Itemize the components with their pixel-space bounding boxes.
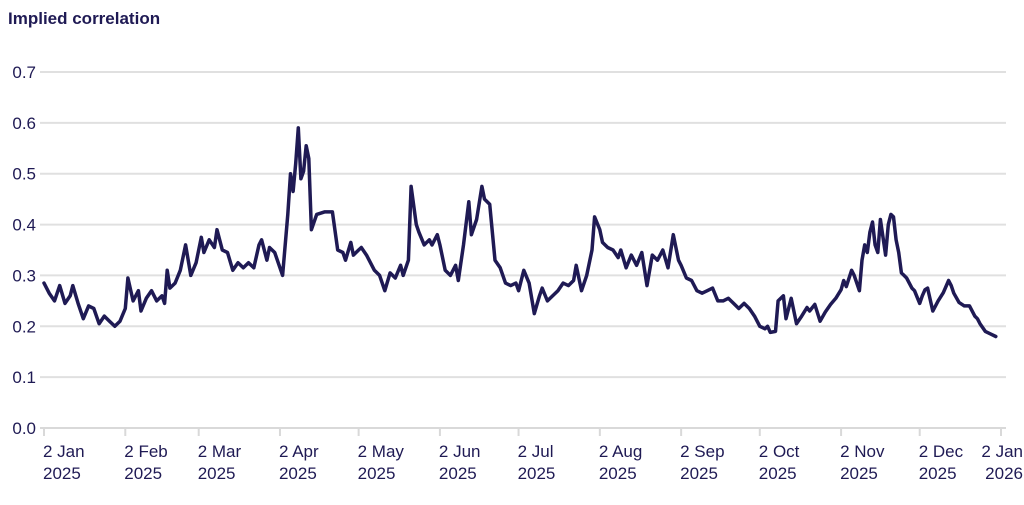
x-tick-label: 2 Jan 2026 [981, 442, 1023, 483]
y-tick-label: 0.6 [12, 114, 36, 133]
y-tick-label: 0.4 [12, 216, 36, 235]
x-tick-label: 2 Aug 2025 [599, 442, 643, 483]
chart-title: Implied correlation [8, 9, 161, 28]
x-tick-label: 2 Feb 2025 [124, 442, 167, 483]
x-tick-label: 2 Jul 2025 [518, 442, 556, 483]
y-tick-label: 0.5 [12, 165, 36, 184]
x-tick-label: 2 Oct 2025 [759, 442, 800, 483]
y-tick-label: 0.1 [12, 368, 36, 387]
x-tick-label: 2 Dec 2025 [919, 442, 964, 483]
x-tick-label: 2 Apr 2025 [279, 442, 319, 483]
y-tick-label: 0.7 [12, 63, 36, 82]
y-tick-label: 0.2 [12, 317, 36, 336]
x-tick-label: 2 Sep 2025 [680, 442, 724, 483]
implied-correlation-line [42, 126, 998, 339]
x-tick-label: 2 Jan 2025 [43, 442, 85, 483]
y-tick-label: 0.0 [12, 419, 36, 438]
y-tick-label: 0.3 [12, 266, 36, 285]
x-tick-label: 2 Jun 2025 [439, 442, 481, 483]
x-tick-label: 2 May 2025 [358, 442, 405, 483]
x-tick-label: 2 Mar 2025 [198, 442, 242, 483]
x-tick-label: 2 Nov 2025 [840, 442, 885, 483]
